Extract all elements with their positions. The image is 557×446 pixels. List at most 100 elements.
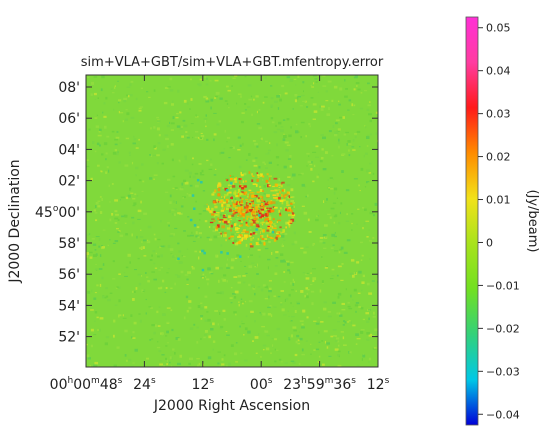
speckle-pixel: [366, 236, 369, 238]
residual-pixel: [237, 210, 240, 213]
speckle-pixel: [165, 357, 167, 360]
speckle-pixel: [337, 296, 340, 299]
speckle-pixel: [207, 282, 209, 286]
speckle-pixel: [328, 188, 331, 190]
speckle-pixel: [302, 309, 306, 313]
speckle-pixel: [263, 185, 266, 188]
residual-pixel: [256, 243, 260, 246]
residual-pixel: [246, 215, 250, 218]
speckle-pixel: [182, 196, 184, 199]
residual-pixel: [241, 213, 246, 217]
speckle-pixel: [145, 272, 147, 274]
residual-pixel: [243, 229, 247, 231]
speckle-pixel: [133, 321, 137, 325]
speckle-pixel: [129, 154, 131, 156]
speckle-pixel: [243, 334, 245, 336]
speckle-pixel: [284, 92, 288, 95]
residual-pixel: [248, 234, 251, 238]
speckle-pixel: [359, 146, 361, 148]
residual-pixel: [237, 193, 240, 195]
speckle-pixel: [95, 202, 99, 205]
speckle-pixel: [109, 292, 113, 294]
speckle-pixel: [276, 349, 279, 351]
speckle-pixel: [93, 209, 97, 212]
speckle-pixel: [280, 259, 284, 263]
speckle-pixel: [274, 338, 277, 341]
residual-pixel: [244, 234, 248, 238]
residual-pixel: [251, 173, 253, 176]
speckle-pixel: [171, 209, 175, 211]
speckle-pixel: [256, 273, 259, 275]
speckle-pixel: [364, 125, 366, 127]
residual-pixel: [260, 210, 264, 214]
residual-pixel: [229, 221, 231, 223]
residual-pixel: [242, 212, 247, 214]
speckle-pixel: [105, 171, 108, 174]
speckle-pixel: [256, 263, 258, 267]
speckle-pixel: [291, 316, 295, 318]
speckle-pixel: [95, 264, 97, 265]
speckle-pixel: [109, 239, 111, 241]
speckle-pixel: [366, 108, 370, 111]
speckle-pixel: [261, 240, 266, 243]
speckle-pixel: [142, 180, 145, 183]
speckle-pixel: [226, 102, 229, 105]
residual-pixel: [228, 215, 232, 219]
speckle-pixel: [367, 309, 371, 311]
speckle-pixel: [283, 281, 286, 283]
speckle-pixel: [186, 193, 189, 195]
speckle-pixel: [114, 86, 116, 89]
speckle-pixel: [375, 111, 378, 114]
residual-pixel: [245, 206, 248, 209]
speckle-pixel: [174, 282, 176, 286]
speckle-pixel: [274, 272, 278, 275]
residual-pixel: [260, 199, 265, 202]
residual-pixel: [264, 203, 269, 206]
speckle-pixel: [108, 169, 110, 173]
speckle-pixel: [341, 263, 344, 265]
speckle-pixel: [106, 166, 109, 169]
speckle-pixel: [161, 354, 165, 356]
speckle-pixel: [94, 365, 98, 367]
speckle-pixel: [97, 200, 101, 202]
speckle-pixel: [360, 241, 363, 244]
residual-pixel: [226, 205, 231, 207]
residual-pixel: [228, 191, 232, 194]
speckle-pixel: [126, 94, 128, 97]
speckle-pixel: [217, 362, 220, 365]
speckle-pixel: [293, 281, 295, 284]
speckle-pixel: [359, 107, 364, 110]
residual-pixel: [226, 192, 229, 196]
speckle-pixel: [185, 135, 189, 137]
speckle-pixel: [369, 211, 374, 215]
speckle-pixel: [170, 143, 174, 146]
colorbar-tick-label: −0.01: [486, 279, 520, 292]
speckle-pixel: [210, 106, 212, 110]
speckle-pixel: [375, 132, 377, 135]
speckle-pixel: [319, 289, 322, 293]
residual-pixel: [232, 242, 235, 244]
speckle-pixel: [325, 235, 327, 238]
speckle-pixel: [274, 100, 278, 103]
speckle-pixel: [198, 83, 202, 87]
speckle-pixel: [318, 341, 321, 343]
speckle-pixel: [258, 126, 262, 130]
residual-pixel: [239, 192, 243, 196]
speckle-pixel: [274, 201, 279, 205]
speckle-pixel: [133, 138, 137, 141]
speckle-pixel: [355, 302, 360, 304]
speckle-pixel: [304, 294, 307, 298]
speckle-pixel: [215, 91, 220, 95]
speckle-pixel: [292, 305, 294, 308]
speckle-pixel: [189, 175, 191, 178]
speckle-pixel: [91, 238, 95, 240]
speckle-pixel: [200, 302, 203, 304]
speckle-pixel: [208, 168, 213, 170]
speckle-pixel: [223, 148, 226, 150]
speckle-pixel: [294, 220, 296, 222]
speckle-pixel: [254, 320, 256, 323]
residual-pixel: [274, 225, 277, 227]
speckle-pixel: [232, 77, 236, 79]
residual-pixel: [266, 207, 269, 209]
residual-pixel: [245, 209, 247, 212]
